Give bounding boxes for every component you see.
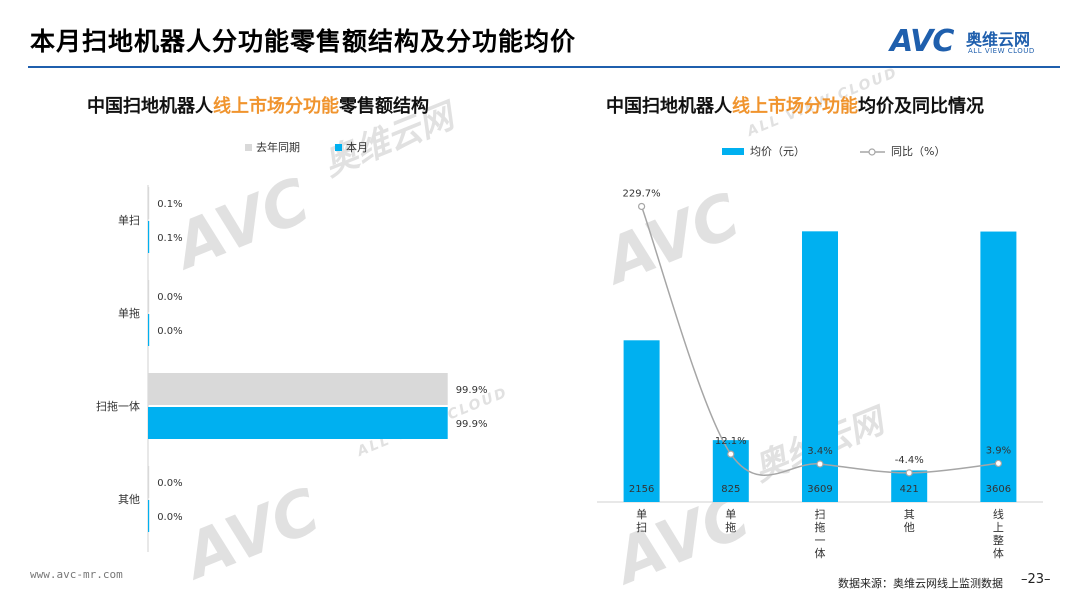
data-label-last-year: 0.1% [157,199,182,210]
data-label-yoy: 229.7% [623,188,661,199]
data-label-this-month: 0.1% [157,233,182,244]
category-label: 单扫 [636,508,647,534]
bar-avg-price [623,340,660,502]
legend-swatch-price [722,148,744,155]
bar-this-month [148,314,150,346]
category-label: 扫拖一体 [815,508,826,560]
bar-avg-price [802,231,838,502]
data-label-last-year: 0.0% [157,292,182,303]
avg-price-chart: 均价（元） 同比（%） 2156 单扫 825 单拖 3609 扫拖一体 421 其他 3606 线上… [597,145,1043,560]
bar-this-month [148,221,150,253]
bar-this-month [148,407,448,439]
data-label-avg-price: 3609 [807,484,832,495]
yoy-point [637,202,646,211]
category-label: 线上整体 [993,507,1004,560]
page-title: 本月扫地机器人分功能零售额结构及分功能均价 [30,27,577,56]
bar-avg-price [980,231,1017,503]
data-label-avg-price: 421 [900,484,919,495]
yoy-point [905,469,913,477]
category-label: 单拖 [118,306,140,320]
yoy-line [640,206,999,476]
bar-last-year [148,187,150,219]
bar-this-month [148,500,150,532]
bar-last-year [148,280,150,312]
data-label-this-month: 0.0% [157,326,182,337]
logo-mark: AVC [890,24,954,59]
category-label: 单扫 [118,214,140,227]
data-label-last-year: 99.9% [456,385,488,396]
legend-label-0: 去年同期 [256,140,300,154]
legend-swatch-1 [335,144,342,151]
data-label-avg-price: 3606 [986,484,1011,495]
yoy-point [727,450,735,458]
page-number: –23– [1021,572,1051,587]
bar-last-year [148,373,448,405]
data-label-yoy: -4.4% [895,455,924,466]
data-label-avg-price: 2156 [629,484,654,495]
category-label: 扫拖一体 [96,399,140,413]
category-label: 单拖 [725,508,736,534]
left-chart-title: 中国扫地机器人线上市场分功能零售额结构 [87,96,429,117]
source-note: 数据来源：奥维云网线上监测数据 [838,577,1003,590]
bar-avg-price [712,440,749,502]
legend-label-price: 均价（元） [750,145,805,158]
title-divider [28,66,1060,68]
data-label-last-year: 0.0% [157,478,182,489]
yoy-point [816,460,824,468]
logo-name-cn: 奥维云网 [966,30,1031,49]
data-label-yoy: 3.4% [807,446,832,457]
avc-logo: AVC 奥维云网 ALL VIEW CLOUD [890,24,1065,60]
bar-last-year [148,466,150,498]
legend-label-1: 本月 [346,140,368,154]
category-label: 其他 [904,508,915,534]
legend-label-yoy: 同比（%） [891,145,945,158]
data-label-yoy: 3.9% [986,445,1011,456]
legend-swatch-0 [245,144,252,151]
logo-name-en: ALL VIEW CLOUD [968,47,1035,55]
data-label-yoy: 12.1% [715,436,747,447]
legend-marker-yoy [868,148,876,156]
footer-url: www.avc-mr.com [30,568,123,581]
category-label: 其他 [118,493,140,506]
data-label-avg-price: 825 [721,484,740,495]
right-chart-title: 中国扫地机器人线上市场分功能均价及同比情况 [606,96,984,117]
data-label-this-month: 99.9% [456,419,488,430]
yoy-point [994,459,1002,468]
data-label-this-month: 0.0% [157,512,182,523]
